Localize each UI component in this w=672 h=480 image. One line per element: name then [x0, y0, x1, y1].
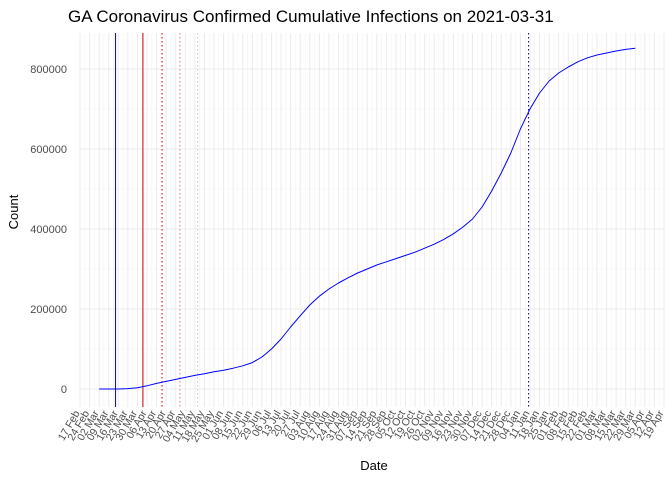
y-tick-label: 0	[61, 384, 67, 396]
gridlines	[79, 33, 665, 407]
x-axis-title: Date	[360, 458, 387, 473]
chart-title: GA Coronavirus Confirmed Cumulative Infe…	[68, 7, 554, 26]
y-axis-title: Count	[6, 194, 21, 229]
y-tick-label: 400000	[30, 224, 67, 236]
series-line	[99, 47, 636, 390]
reference-lines	[115, 33, 530, 407]
y-tick-label: 800000	[30, 64, 67, 76]
series-layer	[99, 47, 636, 390]
y-axis-ticks: 0 200000 400000 600000 800000	[30, 64, 67, 396]
y-tick-label: 600000	[30, 144, 67, 156]
y-tick-label: 200000	[30, 304, 67, 316]
